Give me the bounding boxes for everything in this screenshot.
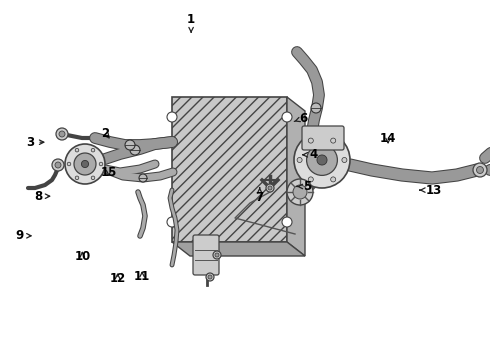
Text: 2: 2 — [101, 127, 109, 140]
Circle shape — [208, 275, 212, 279]
Circle shape — [294, 132, 350, 188]
Text: 4: 4 — [303, 148, 318, 161]
Circle shape — [282, 112, 292, 122]
Circle shape — [287, 179, 313, 205]
Circle shape — [317, 155, 327, 165]
Bar — [172, 97, 287, 242]
Circle shape — [139, 174, 147, 182]
Text: 1: 1 — [187, 13, 195, 32]
Text: 7: 7 — [256, 188, 264, 204]
Circle shape — [473, 163, 487, 177]
Circle shape — [130, 145, 140, 155]
Circle shape — [91, 148, 95, 152]
Circle shape — [65, 144, 105, 184]
Circle shape — [215, 253, 219, 257]
Circle shape — [167, 217, 177, 227]
Circle shape — [206, 273, 214, 281]
Circle shape — [99, 162, 103, 166]
Text: 10: 10 — [74, 250, 91, 263]
Text: 12: 12 — [109, 273, 126, 285]
Circle shape — [282, 217, 292, 227]
Text: 6: 6 — [294, 112, 308, 125]
Circle shape — [55, 162, 61, 168]
Circle shape — [81, 161, 89, 168]
Circle shape — [311, 103, 321, 113]
Circle shape — [74, 153, 96, 175]
Circle shape — [308, 138, 313, 143]
Polygon shape — [172, 242, 305, 256]
FancyBboxPatch shape — [193, 235, 219, 275]
Text: 15: 15 — [100, 166, 117, 179]
Circle shape — [167, 112, 177, 122]
Text: 3: 3 — [26, 136, 44, 149]
Circle shape — [75, 148, 79, 152]
Circle shape — [297, 157, 302, 162]
Text: 8: 8 — [34, 190, 49, 203]
Circle shape — [308, 177, 313, 182]
Circle shape — [52, 159, 64, 171]
Text: 11: 11 — [134, 270, 150, 283]
Circle shape — [75, 176, 79, 180]
Polygon shape — [287, 97, 305, 256]
Circle shape — [59, 131, 65, 137]
Circle shape — [293, 185, 307, 199]
Text: 13: 13 — [420, 184, 442, 197]
Circle shape — [125, 140, 135, 150]
Circle shape — [266, 184, 274, 192]
Circle shape — [67, 162, 71, 166]
Circle shape — [213, 251, 221, 259]
Circle shape — [91, 176, 95, 180]
FancyBboxPatch shape — [302, 126, 344, 150]
Circle shape — [331, 177, 336, 182]
Circle shape — [268, 186, 272, 190]
Circle shape — [476, 166, 484, 174]
Circle shape — [331, 138, 336, 143]
Circle shape — [342, 157, 347, 162]
Circle shape — [307, 145, 338, 175]
Circle shape — [56, 128, 68, 140]
Text: 9: 9 — [16, 229, 31, 242]
Text: 14: 14 — [380, 132, 396, 145]
Text: 5: 5 — [297, 180, 311, 193]
